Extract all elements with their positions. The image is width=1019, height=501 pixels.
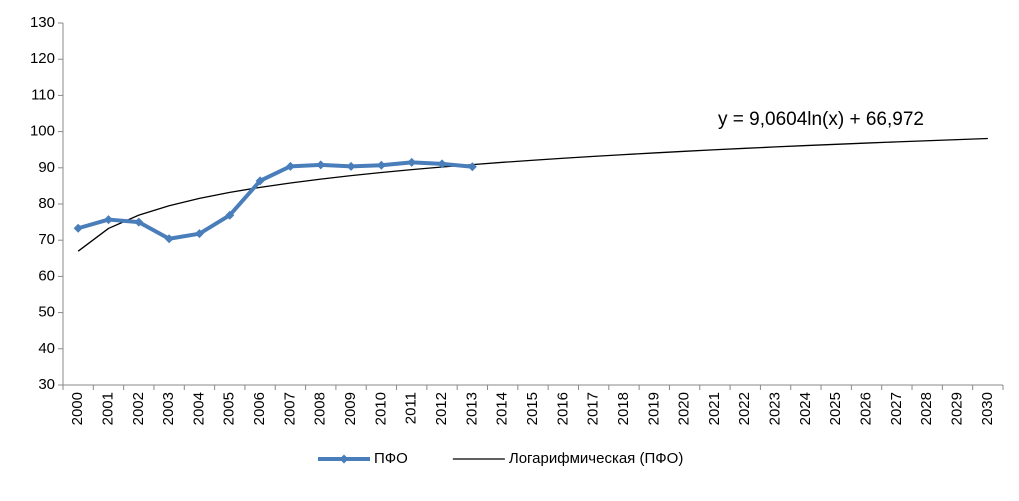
x-tick-label: 2009 [342,392,359,425]
x-tick-label: 2018 [615,392,632,425]
x-tick-label: 2016 [554,392,571,425]
x-tick-label: 2017 [585,392,602,425]
x-tick-label: 2007 [281,392,298,425]
point-marker [225,210,235,220]
x-tick-label: 2010 [372,392,389,425]
y-tick-label: 130 [30,14,55,31]
legend-marker [339,454,349,464]
point-marker [437,159,447,169]
x-tick-label: 2026 [858,392,875,425]
y-tick-label: 60 [38,267,55,284]
x-tick-label: 2029 [948,392,965,425]
x-tick-label: 2028 [918,392,935,425]
x-tick-label: 2004 [190,392,207,425]
y-tick-label: 110 [31,86,55,103]
x-tick-label: 2025 [827,392,844,425]
x-tick-label: 2001 [99,392,116,425]
y-tick-label: 40 [38,340,55,357]
legend-label: ПФО [374,450,408,467]
x-tick-label: 2019 [645,392,662,425]
x-tick-label: 2030 [979,392,996,425]
series-line [77,160,473,241]
x-tick-label: 2024 [797,392,814,425]
point-marker [316,160,326,170]
point-marker [103,215,113,225]
x-tick-label: 2002 [130,392,147,425]
point-marker [255,176,265,186]
point-marker [407,157,417,167]
y-tick-label: 120 [30,50,55,67]
point-marker [194,229,204,239]
x-tick-label: 2014 [494,392,511,425]
point-marker [134,217,144,227]
trend-equation: y = 9,0604ln(x) + 66,972 [718,109,924,130]
x-tick-label: 2013 [463,392,480,425]
legend-label: Логарифмическая (ПФО) [509,450,683,467]
x-tick-label: 2000 [69,392,86,425]
x-tick-label: 2006 [251,392,268,425]
point-marker [73,223,83,233]
y-tick-label: 80 [38,195,55,212]
x-tick-label: 2020 [676,392,693,425]
point-marker [285,161,295,171]
x-tick-label: 2005 [221,392,238,425]
x-tick-label: 2015 [524,392,541,425]
point-marker [467,162,477,172]
x-tick-label: 2012 [433,392,450,425]
x-tick-label: 2023 [767,392,784,425]
x-tick-label: 2011 [403,392,420,424]
y-tick-label: 30 [38,376,55,393]
point-marker [164,234,174,244]
y-tick-label: 70 [38,231,55,248]
y-tick-label: 100 [30,123,55,140]
y-tick-label: 50 [38,304,55,321]
x-tick-label: 2027 [888,392,905,425]
point-marker [346,161,356,171]
y-tick-label: 90 [38,159,55,176]
x-tick-label: 2021 [706,392,723,425]
x-tick-label: 2003 [160,392,177,425]
series-line [77,137,988,252]
point-marker [376,160,386,170]
x-tick-label: 2008 [312,392,329,425]
x-tick-label: 2022 [736,392,753,425]
